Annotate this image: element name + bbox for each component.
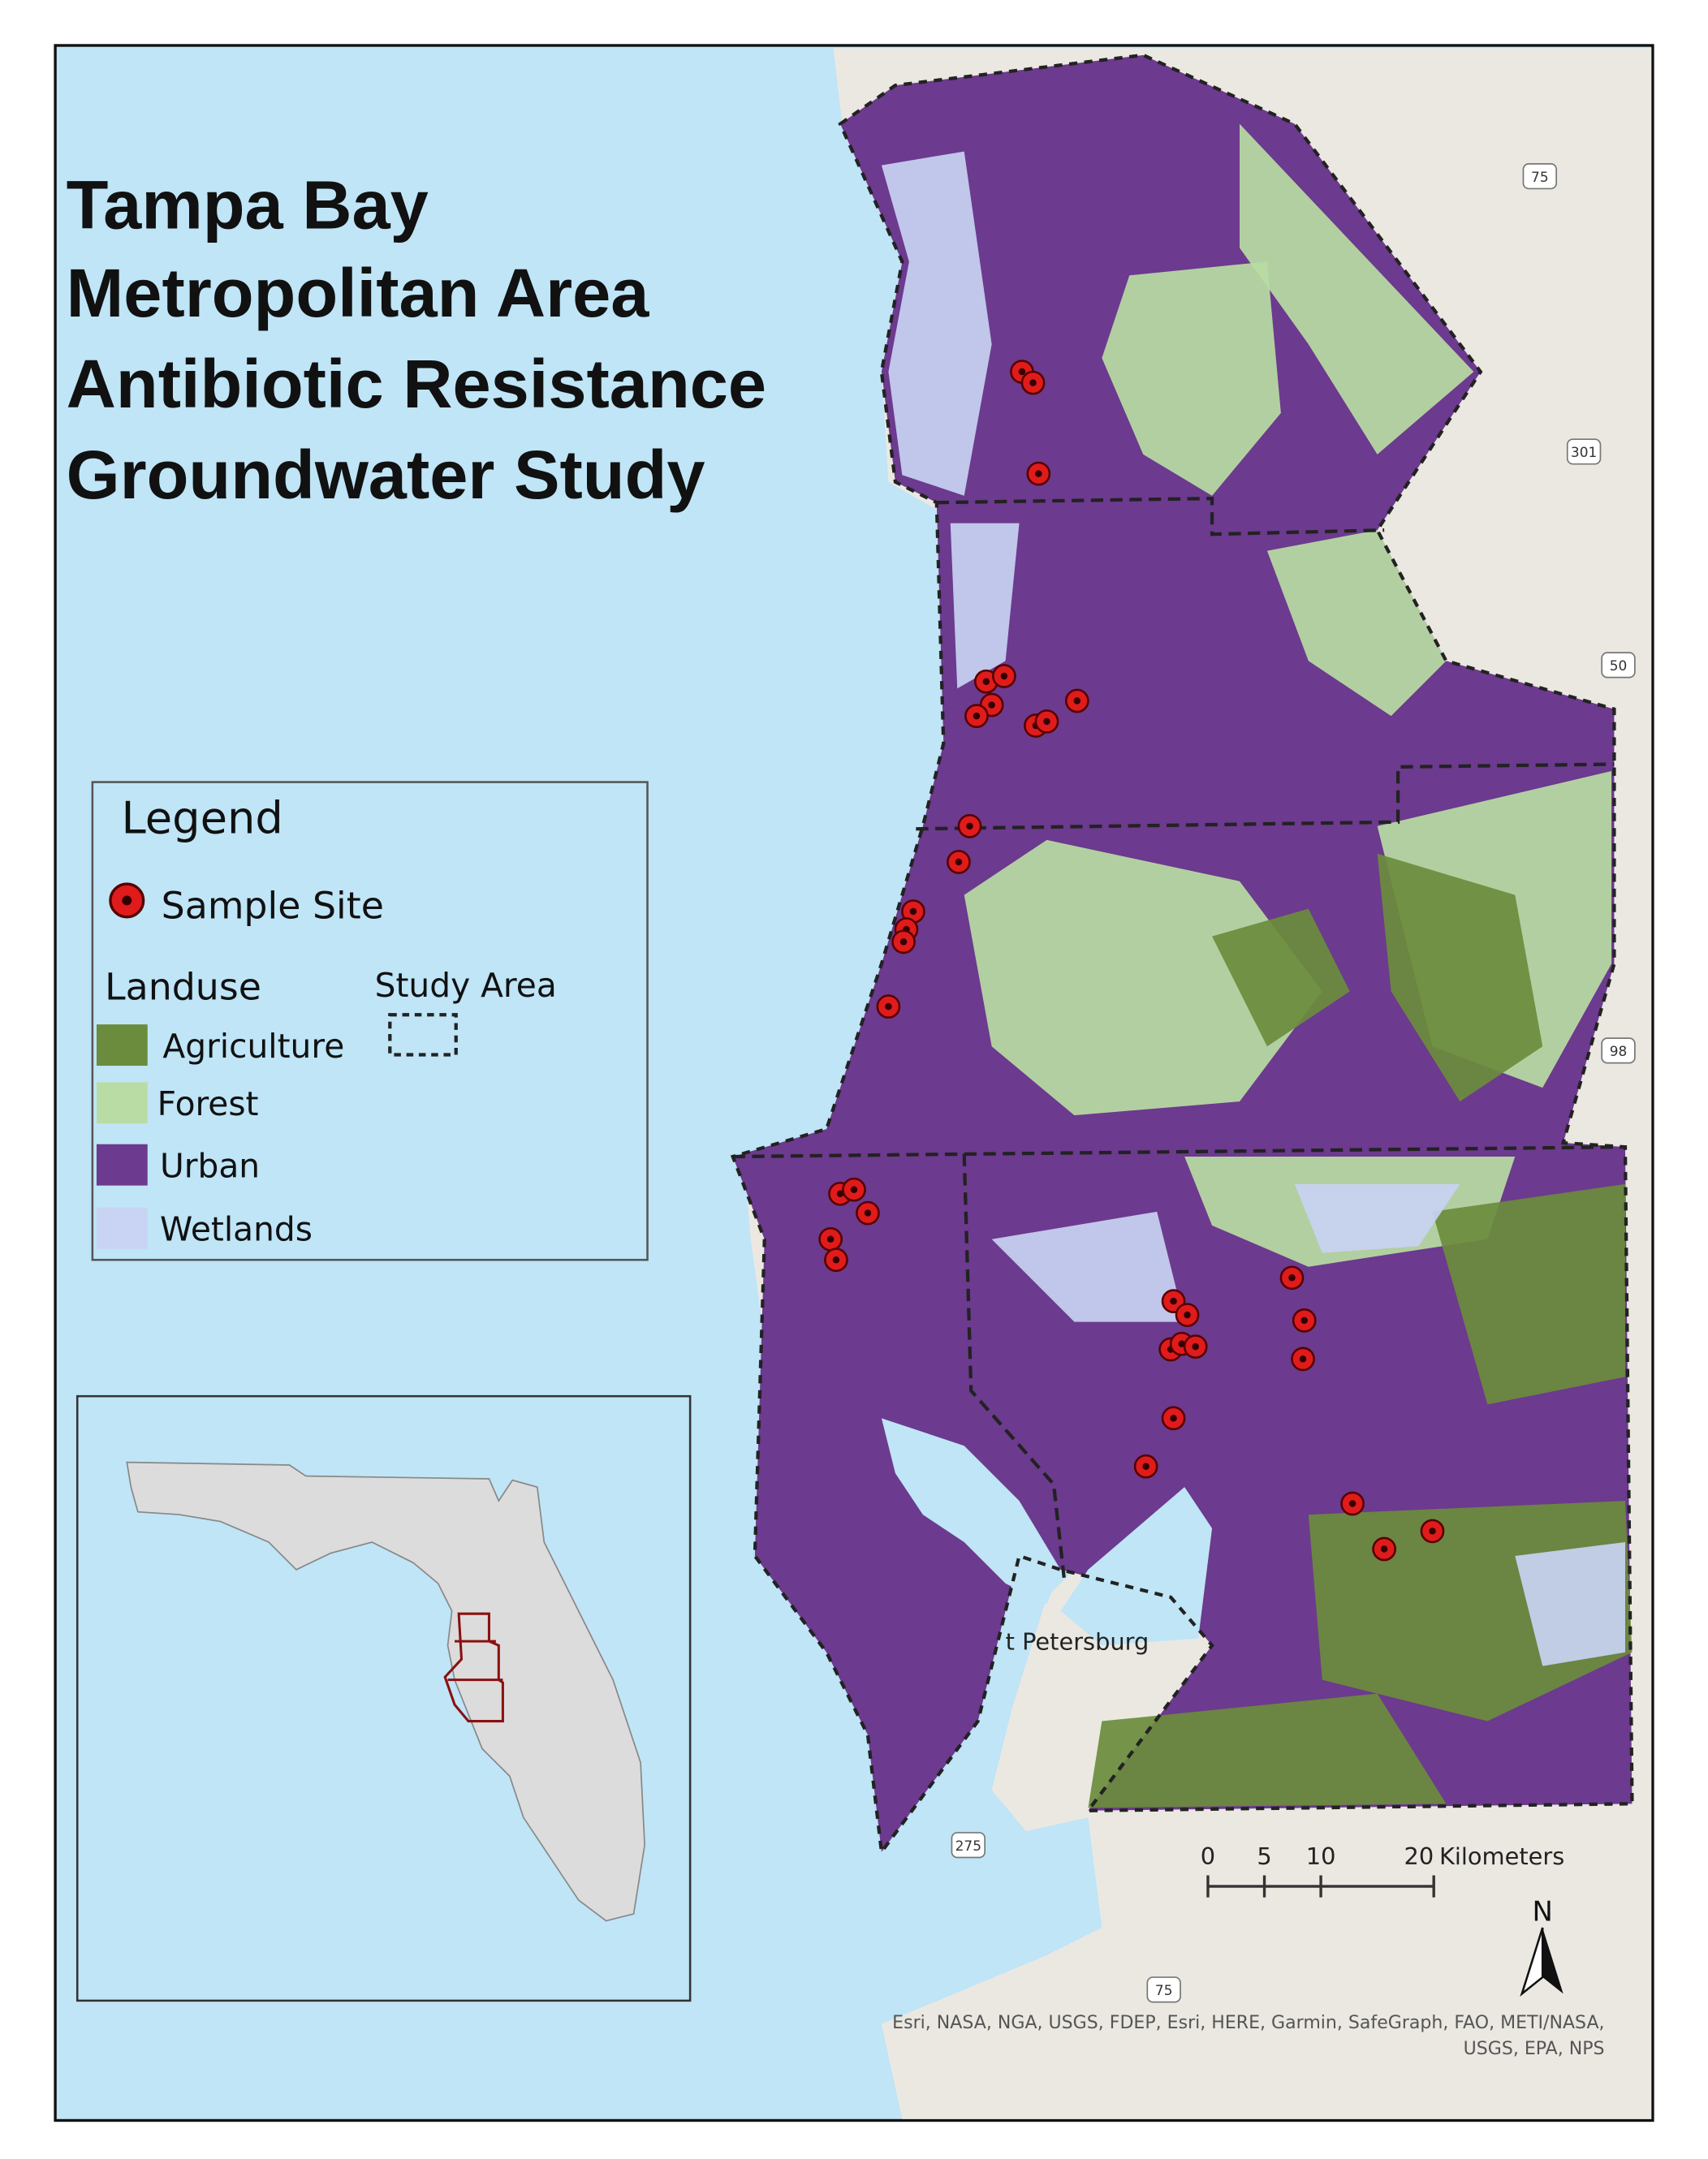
landuse-patch (991, 1211, 1185, 1322)
landuse-patch (1377, 853, 1543, 1102)
scale-unit: Kilometers (1439, 1842, 1564, 1870)
landuse-patch (1432, 1183, 1625, 1405)
scale-label: 0 (1201, 1842, 1215, 1870)
sample-site-center (1178, 1340, 1185, 1347)
legend-swatch (96, 1082, 148, 1124)
sample-site-center (850, 1186, 858, 1193)
county-boundaries (732, 496, 1626, 1584)
attribution: USGS, EPA, NPS (1464, 2039, 1605, 2059)
attribution: Esri, NASA, NGA, USGS, FDEP, Esri, HERE,… (892, 2013, 1604, 2033)
sample-site-center (1000, 672, 1008, 680)
title-line: Antibiotic Resistance (67, 345, 766, 422)
sample-site-center (826, 1235, 835, 1243)
road-shield-label: 98 (1610, 1043, 1628, 1059)
road-shield (1522, 163, 1558, 190)
sample-site-center (1348, 1500, 1356, 1507)
landuse-patch (1294, 1183, 1460, 1253)
sample-site-center (1299, 1355, 1307, 1363)
road-shield-label: 75 (1155, 1982, 1173, 1998)
title-line: Metropolitan Area (67, 254, 650, 331)
sample-site-center (832, 1256, 840, 1264)
legend-title: Legend (122, 792, 283, 843)
scale-label: 5 (1257, 1842, 1271, 1870)
landuse-patch (950, 523, 1020, 689)
road-shield (1601, 1037, 1636, 1064)
sample-site-center (836, 1190, 844, 1198)
landuse-patch (1212, 908, 1350, 1047)
sample-site-center (973, 712, 981, 720)
sample-site-center (1288, 1274, 1296, 1282)
road-shield (1146, 1976, 1181, 2003)
legend-site-marker-center (122, 895, 132, 906)
legend-landuse-title: Landuse (105, 965, 261, 1009)
sample-site-center (1142, 1463, 1149, 1470)
sample-sites (818, 360, 1445, 1562)
sample-site-center (1029, 379, 1037, 386)
title-line: Tampa Bay (67, 166, 429, 243)
legend-swatch (96, 1207, 148, 1249)
sample-site-center (1170, 1297, 1177, 1305)
legend-study-area: Study Area (375, 966, 557, 1005)
landuse-patch (964, 839, 1322, 1116)
sample-site-center (1380, 1545, 1388, 1553)
sample-site-center (1429, 1528, 1436, 1535)
road-shield (951, 1832, 986, 1859)
legend-box (91, 781, 649, 1261)
inset-florida (126, 1461, 645, 1922)
scale-label: 20 (1404, 1842, 1434, 1870)
north-arrow-left (1520, 1927, 1544, 1997)
place-label: t Petersburg (1006, 1627, 1149, 1655)
inset-study-area (443, 1612, 504, 1723)
landuse-patch (1240, 123, 1474, 455)
legend-label: Agriculture (162, 1027, 344, 1066)
landuse-patch (1515, 1542, 1625, 1666)
sample-site-center (1043, 718, 1050, 726)
road-shield (1566, 438, 1602, 465)
sample-site-center (1035, 470, 1042, 477)
sample-site-center (1300, 1317, 1308, 1325)
sample-site-center (885, 1002, 892, 1011)
legend-label: Forest (157, 1084, 259, 1123)
landuse-layer (732, 54, 1633, 1852)
title-line: Groundwater Study (67, 436, 705, 513)
sample-site-center (909, 907, 917, 916)
legend-swatch (96, 1144, 148, 1186)
landuse-patch (881, 151, 992, 496)
legend-swatch (96, 1024, 148, 1067)
road-shield-label: 50 (1610, 657, 1628, 674)
scale-label: 10 (1306, 1842, 1336, 1870)
study-area-outline (730, 53, 1634, 1857)
north-label: N (1533, 1896, 1553, 1928)
road-shield-label: 75 (1531, 169, 1549, 185)
sample-site-center (899, 938, 908, 946)
sample-site-center (955, 858, 963, 866)
road-shield-label: 301 (1571, 444, 1597, 460)
legend-sample-site: Sample Site (162, 884, 384, 928)
sample-site-center (988, 701, 995, 709)
road-shield (1601, 652, 1636, 679)
sample-site-center (1018, 368, 1026, 376)
legend-label: Wetlands (160, 1209, 313, 1248)
sample-site-center (966, 822, 973, 830)
landuse-patch (1088, 1693, 1447, 1808)
sample-site-center (1184, 1311, 1191, 1319)
sample-site-center (1192, 1342, 1199, 1351)
scale-bar: 0 5 10 20 Kilometers (1201, 1842, 1564, 1898)
sample-site-center (1073, 697, 1081, 705)
sample-site-center (864, 1209, 872, 1217)
legend-landuse: Agriculture Forest Urban Wetlands (96, 1024, 344, 1249)
road-shield-label: 275 (955, 1838, 981, 1854)
landuse-patch (1102, 261, 1281, 496)
legend-study-area-swatch (388, 1013, 458, 1057)
sample-site-center (982, 678, 990, 685)
sample-site-center (1170, 1415, 1177, 1422)
legend-label: Urban (160, 1146, 260, 1185)
